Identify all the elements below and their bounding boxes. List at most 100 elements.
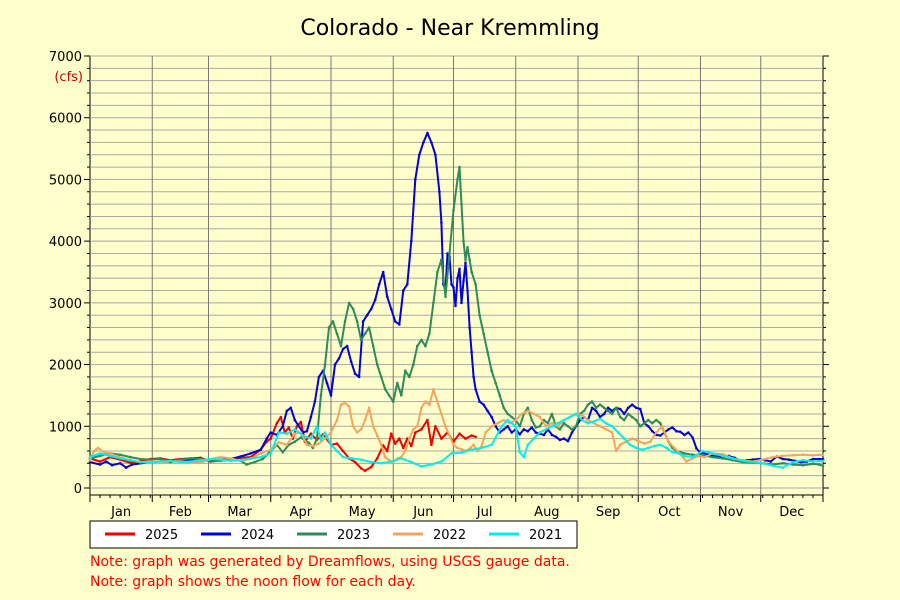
data-point xyxy=(673,446,676,450)
data-point xyxy=(265,437,269,440)
data-point xyxy=(412,428,415,431)
data-point xyxy=(428,332,431,336)
data-point xyxy=(287,426,291,429)
data-point xyxy=(458,267,461,271)
data-point xyxy=(570,431,574,434)
data-point xyxy=(331,320,335,323)
data-point xyxy=(639,425,642,428)
data-point xyxy=(88,458,92,462)
data-point xyxy=(448,434,451,437)
data-point xyxy=(468,326,471,329)
data-point xyxy=(647,425,650,428)
data-point xyxy=(393,320,397,323)
data-point xyxy=(102,450,106,454)
data-point xyxy=(299,436,303,439)
data-point xyxy=(751,458,754,461)
data-point xyxy=(550,412,554,416)
data-point xyxy=(393,442,397,445)
data-point xyxy=(118,457,122,460)
data-point xyxy=(542,433,546,437)
data-point xyxy=(594,406,598,410)
data-point xyxy=(526,429,530,433)
data-point xyxy=(92,449,96,453)
data-point xyxy=(480,444,483,448)
data-point xyxy=(148,461,152,465)
data-point xyxy=(269,437,273,440)
data-point xyxy=(791,454,795,457)
data-point xyxy=(534,431,538,434)
data-point xyxy=(630,403,634,407)
data-point xyxy=(430,443,433,447)
data-point xyxy=(771,455,775,459)
data-point xyxy=(128,461,132,465)
data-point xyxy=(630,437,634,440)
data-point xyxy=(341,347,345,351)
data-point xyxy=(138,460,142,464)
data-point xyxy=(339,344,343,348)
data-point xyxy=(420,428,423,431)
data-point xyxy=(436,270,439,274)
data-point xyxy=(592,420,596,423)
data-point xyxy=(400,457,403,460)
data-point xyxy=(355,431,359,434)
data-point xyxy=(703,452,706,455)
x-tick-label: Jan xyxy=(110,505,131,520)
data-point xyxy=(440,412,443,416)
data-point xyxy=(301,434,305,437)
data-point xyxy=(731,457,734,460)
data-point xyxy=(199,458,202,462)
data-point xyxy=(259,448,263,452)
data-point xyxy=(138,457,142,461)
data-point xyxy=(333,363,337,366)
x-tick-label: Sep xyxy=(596,505,621,520)
data-point xyxy=(639,407,642,411)
data-point xyxy=(811,457,815,461)
data-point xyxy=(335,418,339,422)
data-point xyxy=(643,442,646,445)
data-point xyxy=(520,412,524,416)
data-point xyxy=(440,437,443,440)
legend-box xyxy=(89,520,578,549)
data-point xyxy=(110,463,114,467)
data-point xyxy=(357,375,361,379)
data-point xyxy=(124,466,128,469)
data-point xyxy=(209,457,212,461)
data-point xyxy=(434,153,437,156)
data-point xyxy=(460,202,463,206)
data-point xyxy=(359,338,363,342)
data-point xyxy=(277,441,281,444)
data-point xyxy=(478,313,481,317)
data-point xyxy=(602,412,606,416)
data-point xyxy=(641,448,644,452)
data-point xyxy=(98,452,102,455)
data-point xyxy=(98,460,102,463)
data-point xyxy=(446,252,449,255)
data-point xyxy=(562,421,566,425)
data-point xyxy=(387,394,391,397)
data-point xyxy=(610,431,614,434)
data-point xyxy=(359,428,363,431)
data-point xyxy=(96,446,100,450)
data-point xyxy=(416,344,419,348)
data-point xyxy=(285,409,289,413)
x-tick-label: May xyxy=(349,505,376,520)
data-point xyxy=(558,438,562,442)
data-point xyxy=(771,464,775,468)
data-point xyxy=(781,454,785,458)
data-point xyxy=(385,449,389,453)
data-point xyxy=(751,460,754,464)
data-point xyxy=(436,400,439,403)
y-tick-label: 6000 xyxy=(49,112,82,127)
data-point xyxy=(647,418,650,422)
data-point xyxy=(791,460,795,464)
axes: 0 1000 2000 3000 4000 5000 6000 7000 Jan Feb Mar Ap… xyxy=(49,50,829,520)
data-point xyxy=(402,446,405,450)
data-point xyxy=(329,394,333,397)
data-point xyxy=(500,425,504,428)
data-point xyxy=(297,425,301,428)
data-point xyxy=(462,239,465,243)
data-point xyxy=(418,153,421,156)
data-point xyxy=(349,457,353,460)
data-point xyxy=(430,463,433,466)
data-point xyxy=(821,457,825,461)
